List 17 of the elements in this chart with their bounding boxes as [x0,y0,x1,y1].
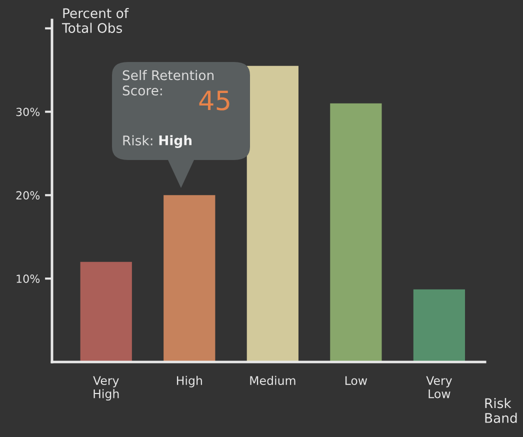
x-tick-label: Medium [250,376,296,386]
bar [413,289,466,362]
bar [246,66,298,362]
bar [164,195,216,362]
y-tick-label: 10% [16,274,40,283]
y-tick-label: 30% [16,108,40,116]
x-tick-label: Low [345,376,368,386]
bar [330,103,382,362]
y-axis-title: Percent of Total Obs [62,8,129,33]
x-tick-label: Very High [93,376,119,401]
annotation: Risk: [123,135,152,146]
y-tick-label: 20% [16,191,40,200]
x-tick-label: High [176,376,202,388]
x-tick-label: Very Low [426,376,452,398]
bar [80,262,132,362]
x-axis-title: Risk Band [485,398,517,423]
annotation: High [159,135,192,148]
